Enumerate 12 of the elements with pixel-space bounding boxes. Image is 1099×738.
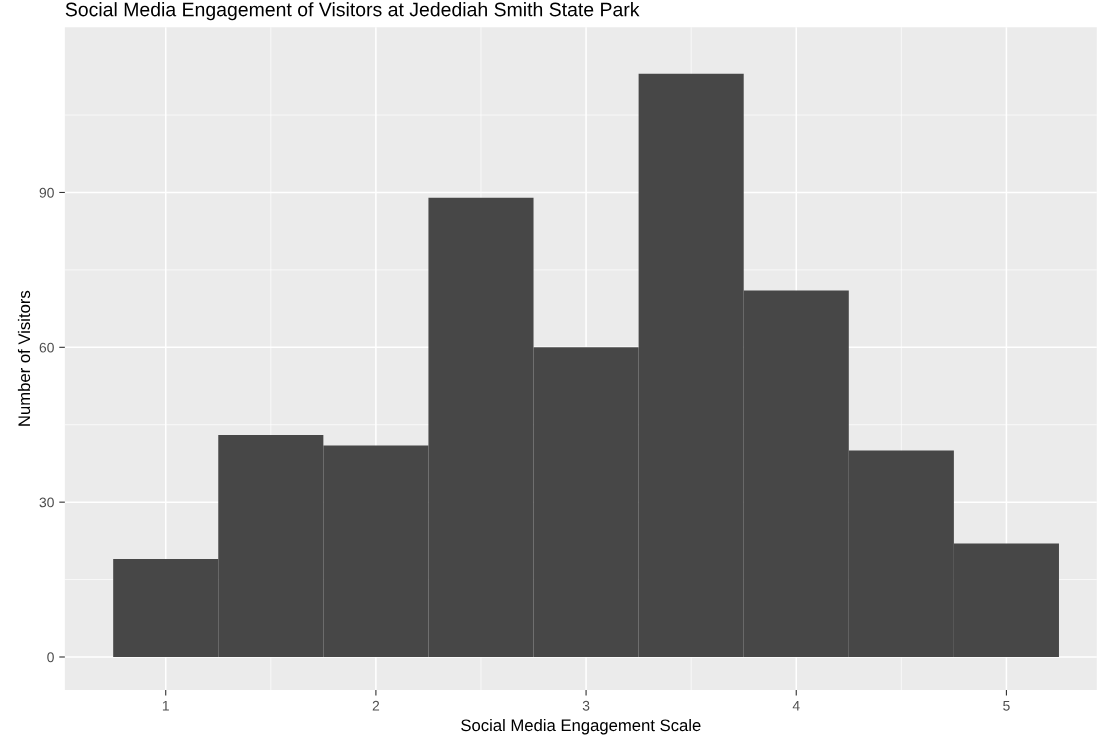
y-tick-label: 30 (39, 497, 54, 508)
x-tick-label: 5 (1003, 700, 1010, 711)
y-tick-label: 60 (39, 342, 54, 353)
chart-title: Social Media Engagement of Visitors at Jedediah Smith State Park (65, 2, 640, 21)
x-axis-title: Social Media Engagement Scale (461, 718, 701, 735)
x-tick-label: 2 (372, 700, 380, 711)
x-tick-label: 1 (162, 700, 169, 711)
y-tick-label: 0 (47, 652, 54, 663)
x-tick-label: 3 (582, 700, 590, 711)
y-tick-label: 90 (39, 187, 54, 198)
y-axis-title: Number of Visitors (17, 290, 31, 426)
x-tick-label: 4 (792, 700, 800, 711)
